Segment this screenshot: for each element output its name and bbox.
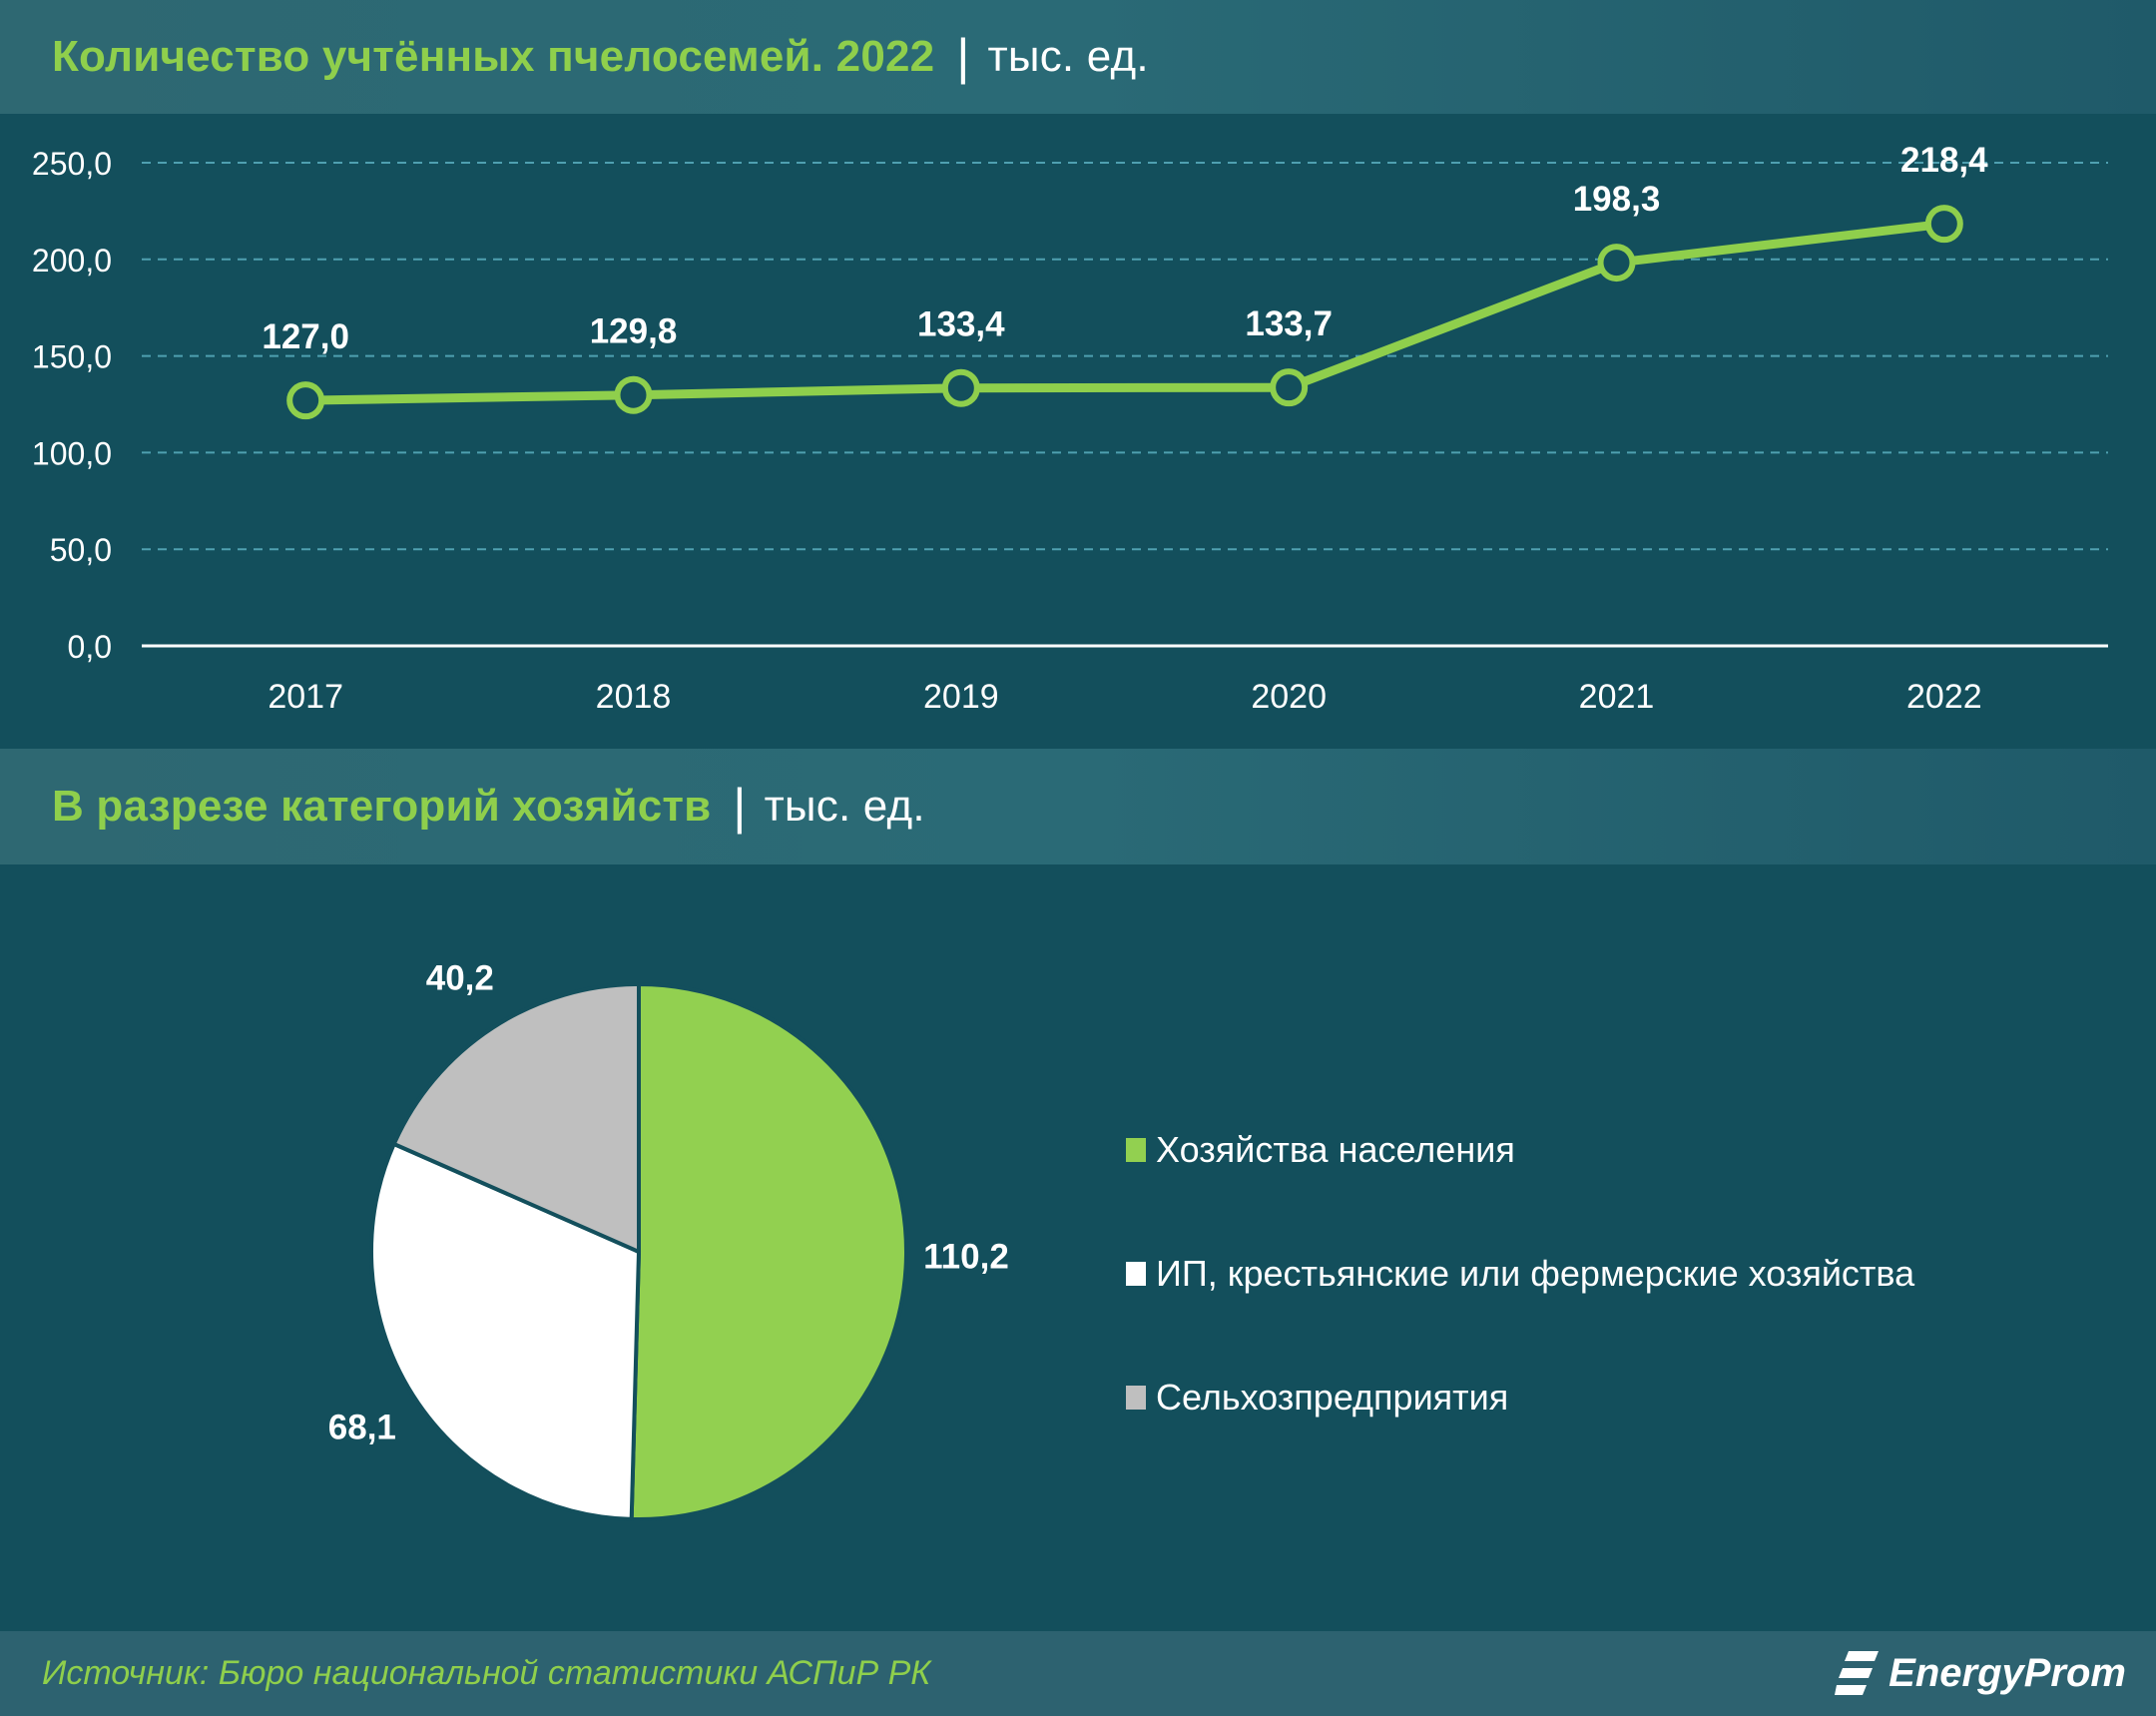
legend-swatch xyxy=(1126,1262,1146,1286)
title-separator: | xyxy=(733,779,747,835)
y-tick-label: 50,0 xyxy=(50,532,112,568)
data-label: 218,4 xyxy=(1900,141,1988,180)
legend-label: ИП, крестьянские или фермерские хозяйств… xyxy=(1156,1253,1915,1294)
x-tick-label: 2017 xyxy=(268,678,343,716)
legend-item-households: Хозяйства населения xyxy=(1126,1088,1914,1212)
legend-swatch xyxy=(1126,1138,1146,1162)
line-chart-header: Количество учтённых пчелосемей. 2022 | т… xyxy=(0,0,2156,114)
source-text: Источник: Бюро национальной статистики А… xyxy=(42,1654,931,1692)
energyprom-logo-icon xyxy=(1835,1650,1880,1695)
legend-swatch xyxy=(1126,1386,1146,1410)
pie-chart-header: В разрезе категорий хозяйств | тыс. ед. xyxy=(0,749,2156,864)
data-point xyxy=(286,381,325,420)
brand-name: EnergyProm xyxy=(1888,1651,2126,1695)
brand: EnergyProm xyxy=(1835,1649,2126,1699)
pie-chart: 110,2 68,1 40,2 xyxy=(328,958,1009,1521)
data-label: 198,3 xyxy=(1573,180,1661,219)
x-tick-label: 2021 xyxy=(1579,678,1655,716)
data-label: 133,7 xyxy=(1245,304,1333,343)
pie-chart-unit: тыс. ед. xyxy=(764,782,925,831)
data-label: 133,4 xyxy=(917,305,1005,344)
data-label: 127,0 xyxy=(262,317,349,356)
data-label: 129,8 xyxy=(590,312,678,351)
y-tick-label: 100,0 xyxy=(32,435,112,471)
legend-item-farms: ИП, крестьянские или фермерские хозяйств… xyxy=(1126,1212,1914,1336)
legend-item-agro-enterprises: Сельхозпредприятия xyxy=(1126,1336,1914,1459)
pie-slice xyxy=(629,981,908,1521)
line-chart-title: Количество учтённых пчелосемей. 2022 xyxy=(52,32,935,81)
y-tick-label: 250,0 xyxy=(32,146,112,182)
pie-chart-title: В разрезе категорий хозяйств xyxy=(52,782,712,831)
line-chart-unit: тыс. ед. xyxy=(987,32,1149,81)
x-tick-label: 2018 xyxy=(596,678,672,716)
x-tick-label: 2020 xyxy=(1251,678,1327,716)
pie-legend: Хозяйства населения ИП, крестьянские или… xyxy=(1126,1088,1914,1459)
y-tick-label: 200,0 xyxy=(32,243,112,279)
pie-slice xyxy=(369,1141,642,1521)
data-point xyxy=(941,368,980,407)
line-chart: 0,0 50,0 100,0 150,0 200,0 250,0 2017 2018 2019 2… xyxy=(32,141,2108,716)
data-point xyxy=(1270,368,1309,407)
data-point xyxy=(1597,244,1636,283)
x-tick-label: 2019 xyxy=(923,678,999,716)
pie-slice xyxy=(391,981,641,1256)
title-separator: | xyxy=(956,29,970,85)
series-line xyxy=(305,219,1945,405)
slice-label: 110,2 xyxy=(923,1237,1009,1276)
data-point xyxy=(614,375,653,414)
legend-label: Сельхозпредприятия xyxy=(1156,1377,1509,1418)
x-tick-label: 2022 xyxy=(1906,678,1982,716)
data-point xyxy=(1924,205,1963,244)
slice-label: 40,2 xyxy=(426,958,494,997)
legend-label: Хозяйства населения xyxy=(1156,1129,1515,1170)
y-tick-label: 150,0 xyxy=(32,339,112,375)
y-tick-label: 0,0 xyxy=(68,629,112,665)
slice-label: 68,1 xyxy=(328,1408,396,1446)
footer: Источник: Бюро национальной статистики А… xyxy=(0,1631,2156,1716)
